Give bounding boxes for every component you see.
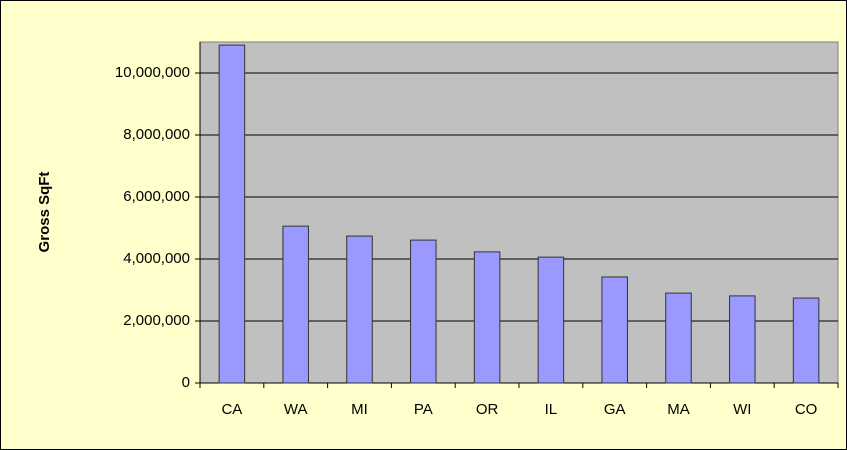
y-tick-label: 2,000,000 [123,312,190,329]
x-tick-label: WA [284,401,308,418]
bar [537,256,565,384]
y-tick-label: 0 [182,374,190,391]
bar [410,239,437,384]
y-tick-label: 10,000,000 [115,64,190,81]
y-tick-label: 4,000,000 [123,250,190,267]
bar [473,251,501,384]
x-tick-label: MA [667,401,690,418]
bar [346,235,373,384]
x-tick-label: OR [476,401,499,418]
bar [665,292,692,384]
x-tick-label: GA [604,401,626,418]
bar [601,276,628,384]
bar [792,297,820,384]
x-tick-label: WI [733,401,751,418]
y-tick-label: 8,000,000 [123,126,190,143]
x-tick-label: CA [221,401,242,418]
y-tick-label: 6,000,000 [123,188,190,205]
x-tick-label: PA [414,401,433,418]
x-tick-label: MI [351,401,368,418]
bar [218,44,246,384]
x-tick-label: IL [545,401,558,418]
x-tick-label: CO [795,401,818,418]
bar [729,295,756,384]
bar [282,225,309,384]
y-axis-title: Gross SqFt [36,172,53,253]
